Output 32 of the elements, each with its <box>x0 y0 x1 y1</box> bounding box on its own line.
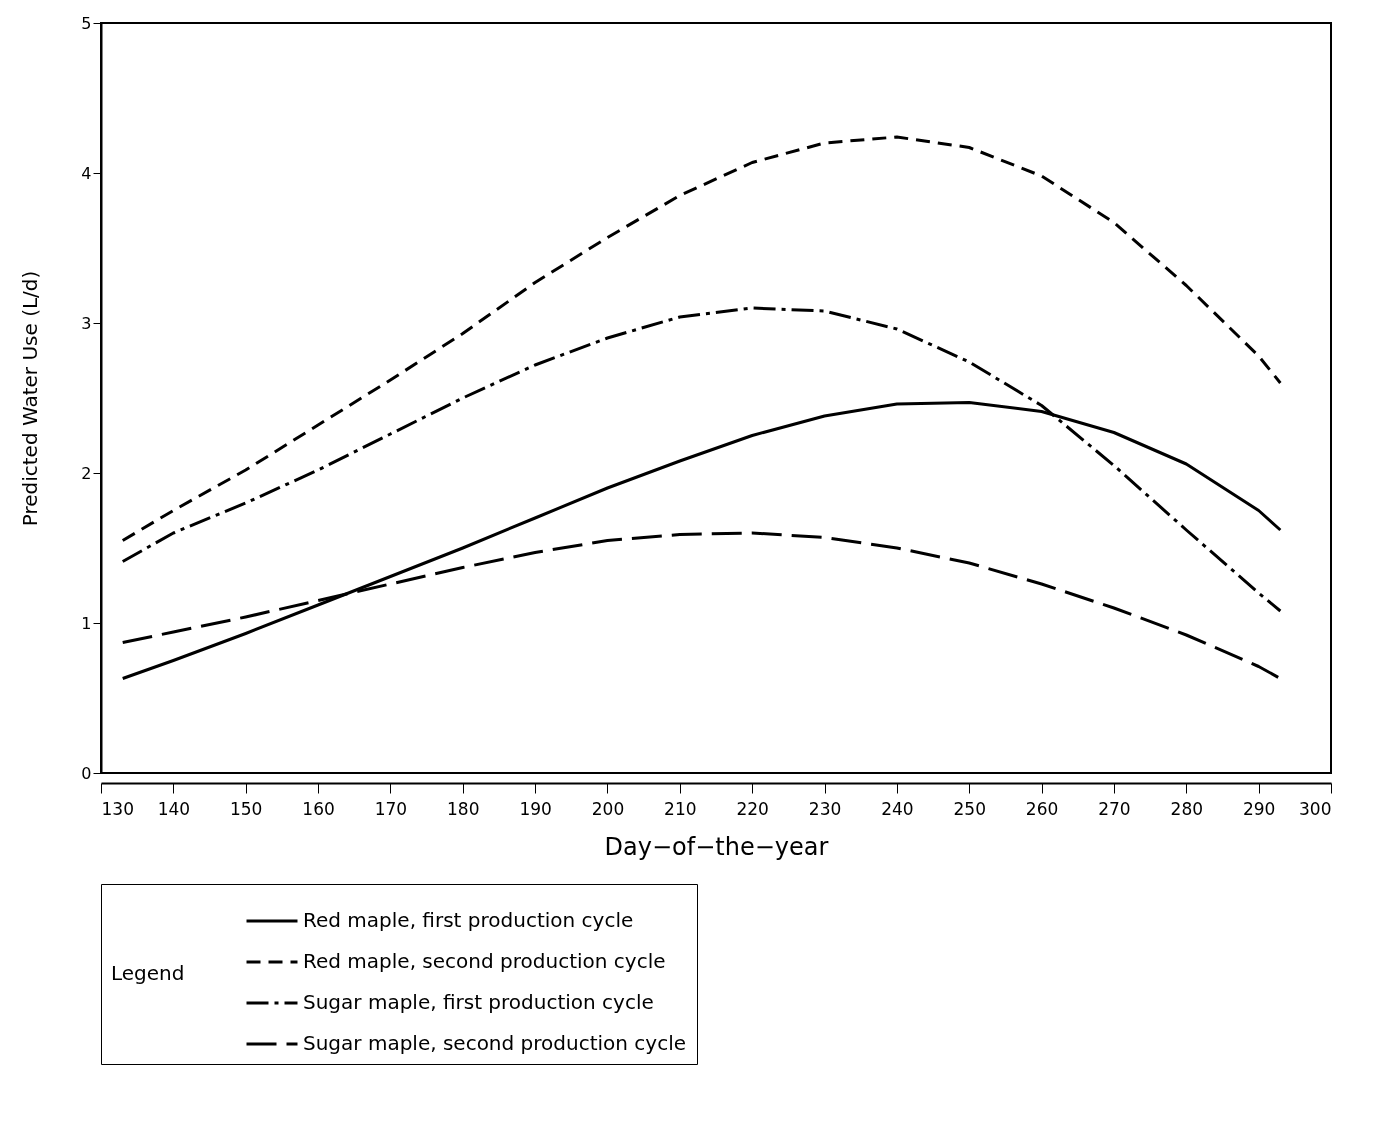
y-tick-label: 1 <box>81 613 92 633</box>
y-tick-label: 2 <box>81 463 92 483</box>
y-tick-label: 0 <box>81 763 92 783</box>
x-tick-label: 250 <box>953 798 986 819</box>
x-tick-label: 220 <box>736 798 769 819</box>
x-tick-label: 300 <box>1299 798 1332 819</box>
x-tick-label: 190 <box>519 798 552 819</box>
y-tick-label: 5 <box>81 13 92 33</box>
x-axis-title: Day−of−the−year <box>604 832 829 861</box>
y-axis-title: Predicted Water Use (L/d) <box>18 270 43 527</box>
x-tick-label: 290 <box>1242 798 1276 819</box>
y-tick-label: 3 <box>81 313 92 333</box>
x-tick-label: 260 <box>1025 798 1059 819</box>
x-tick-label: 240 <box>881 798 914 819</box>
legend-label: Sugar maple, second production cycle <box>303 1031 687 1055</box>
line-series <box>121 135 1282 542</box>
y-tick-label: 4 <box>81 163 92 183</box>
x-tick-label: 160 <box>302 798 335 819</box>
x-tick-label: 170 <box>374 798 408 819</box>
x-tick-label: 210 <box>664 798 697 819</box>
legend-label: Sugar maple, first production cycle <box>303 990 654 1014</box>
x-tick-label: 180 <box>447 798 480 819</box>
legend-label: Red maple, first production cycle <box>303 908 634 932</box>
x-tick-label: 280 <box>1170 798 1204 819</box>
x-tick-label: 150 <box>229 798 263 819</box>
legend-label: Red maple, second production cycle <box>303 949 666 973</box>
x-tick-label: 230 <box>808 798 842 819</box>
x-tick-label: 140 <box>157 798 191 819</box>
x-tick-label: 270 <box>1098 798 1131 819</box>
legend-title: Legend <box>111 961 185 985</box>
x-tick-label: 200 <box>591 798 625 819</box>
x-tick-label: 130 <box>101 798 134 819</box>
